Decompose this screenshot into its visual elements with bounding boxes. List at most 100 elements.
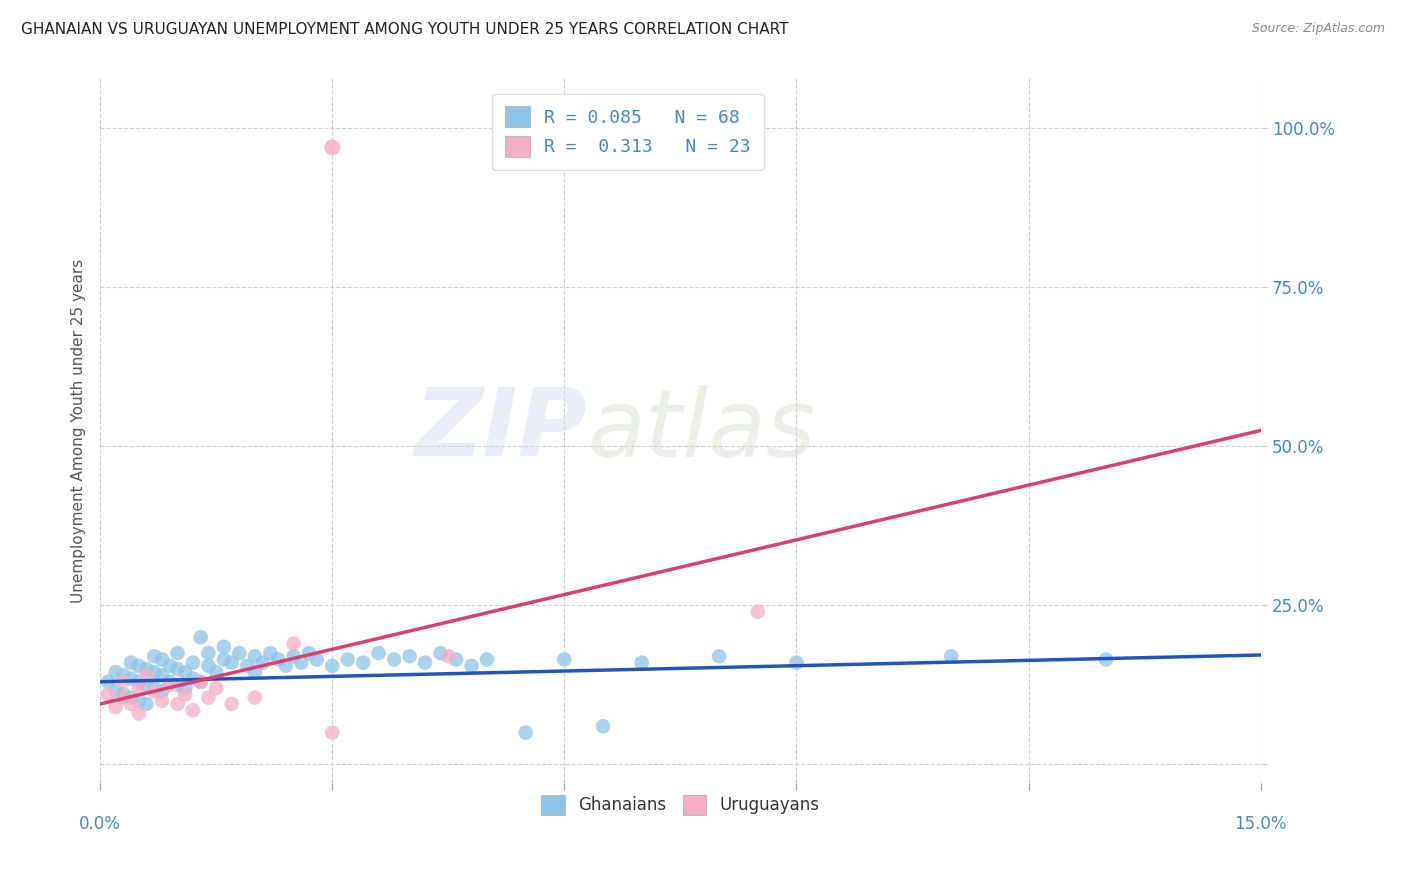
Point [212, 640, 235, 654]
Point [174, 665, 197, 680]
Point [135, 662, 157, 676]
Point [112, 674, 135, 689]
Point [274, 658, 297, 673]
Text: 0.0%: 0.0% [79, 815, 121, 833]
Point [221, 697, 243, 711]
Point [143, 684, 166, 698]
Point [190, 674, 212, 689]
Point [747, 605, 769, 619]
Point [252, 656, 274, 670]
Point [228, 646, 250, 660]
Point [785, 656, 807, 670]
Point [181, 672, 204, 686]
Point [437, 649, 460, 664]
Point [429, 646, 451, 660]
Point [120, 672, 142, 686]
Text: atlas: atlas [588, 385, 815, 476]
Point [197, 690, 219, 705]
Point [174, 688, 197, 702]
Point [298, 646, 321, 660]
Point [120, 690, 142, 705]
Point [166, 662, 188, 676]
Point [553, 652, 575, 666]
Point [197, 646, 219, 660]
Point [398, 649, 420, 664]
Point [143, 681, 166, 695]
Point [243, 665, 266, 680]
Point [321, 658, 343, 673]
Point [159, 658, 181, 673]
Point [128, 706, 150, 721]
Point [236, 658, 259, 673]
Point [150, 668, 173, 682]
Point [707, 649, 730, 664]
Point [104, 665, 127, 680]
Point [352, 656, 374, 670]
Point [104, 684, 127, 698]
Point [336, 652, 359, 666]
Point [1095, 652, 1118, 666]
Point [941, 649, 963, 664]
Point [592, 719, 614, 733]
Point [283, 636, 305, 650]
Point [166, 697, 188, 711]
Point [128, 674, 150, 689]
Point [259, 646, 281, 660]
Point [112, 668, 135, 682]
Point [205, 681, 228, 695]
Point [128, 681, 150, 695]
Point [190, 674, 212, 689]
Point [205, 665, 228, 680]
Text: GHANAIAN VS URUGUAYAN UNEMPLOYMENT AMONG YOUTH UNDER 25 YEARS CORRELATION CHART: GHANAIAN VS URUGUAYAN UNEMPLOYMENT AMONG… [21, 22, 789, 37]
Legend: Ghanaians, Uruguayans: Ghanaians, Uruguayans [531, 785, 830, 824]
Point [321, 140, 343, 154]
Point [135, 697, 157, 711]
Point [166, 678, 188, 692]
Point [166, 646, 188, 660]
Point [97, 688, 120, 702]
Point [143, 649, 166, 664]
Point [150, 684, 173, 698]
Point [120, 656, 142, 670]
Point [150, 652, 173, 666]
Point [150, 694, 173, 708]
Point [212, 652, 235, 666]
Point [321, 725, 343, 739]
Point [128, 658, 150, 673]
Text: Source: ZipAtlas.com: Source: ZipAtlas.com [1251, 22, 1385, 36]
Point [190, 630, 212, 644]
Text: 15.0%: 15.0% [1234, 815, 1286, 833]
Point [515, 725, 537, 739]
Point [159, 674, 181, 689]
Point [267, 652, 290, 666]
Point [97, 674, 120, 689]
Point [120, 697, 142, 711]
Point [221, 656, 243, 670]
Point [243, 649, 266, 664]
Point [112, 690, 135, 705]
Point [243, 690, 266, 705]
Point [413, 656, 436, 670]
Point [367, 646, 389, 660]
Point [444, 652, 467, 666]
Point [197, 658, 219, 673]
Point [104, 700, 127, 714]
Point [305, 652, 328, 666]
Point [630, 656, 652, 670]
Point [135, 668, 157, 682]
Point [159, 678, 181, 692]
Point [174, 681, 197, 695]
Point [128, 694, 150, 708]
Point [143, 665, 166, 680]
Point [135, 678, 157, 692]
Point [460, 658, 482, 673]
Point [283, 649, 305, 664]
Y-axis label: Unemployment Among Youth under 25 years: Unemployment Among Youth under 25 years [72, 259, 86, 603]
Point [290, 656, 312, 670]
Point [181, 656, 204, 670]
Point [112, 688, 135, 702]
Point [181, 703, 204, 717]
Point [382, 652, 405, 666]
Text: ZIP: ZIP [415, 384, 588, 476]
Point [475, 652, 498, 666]
